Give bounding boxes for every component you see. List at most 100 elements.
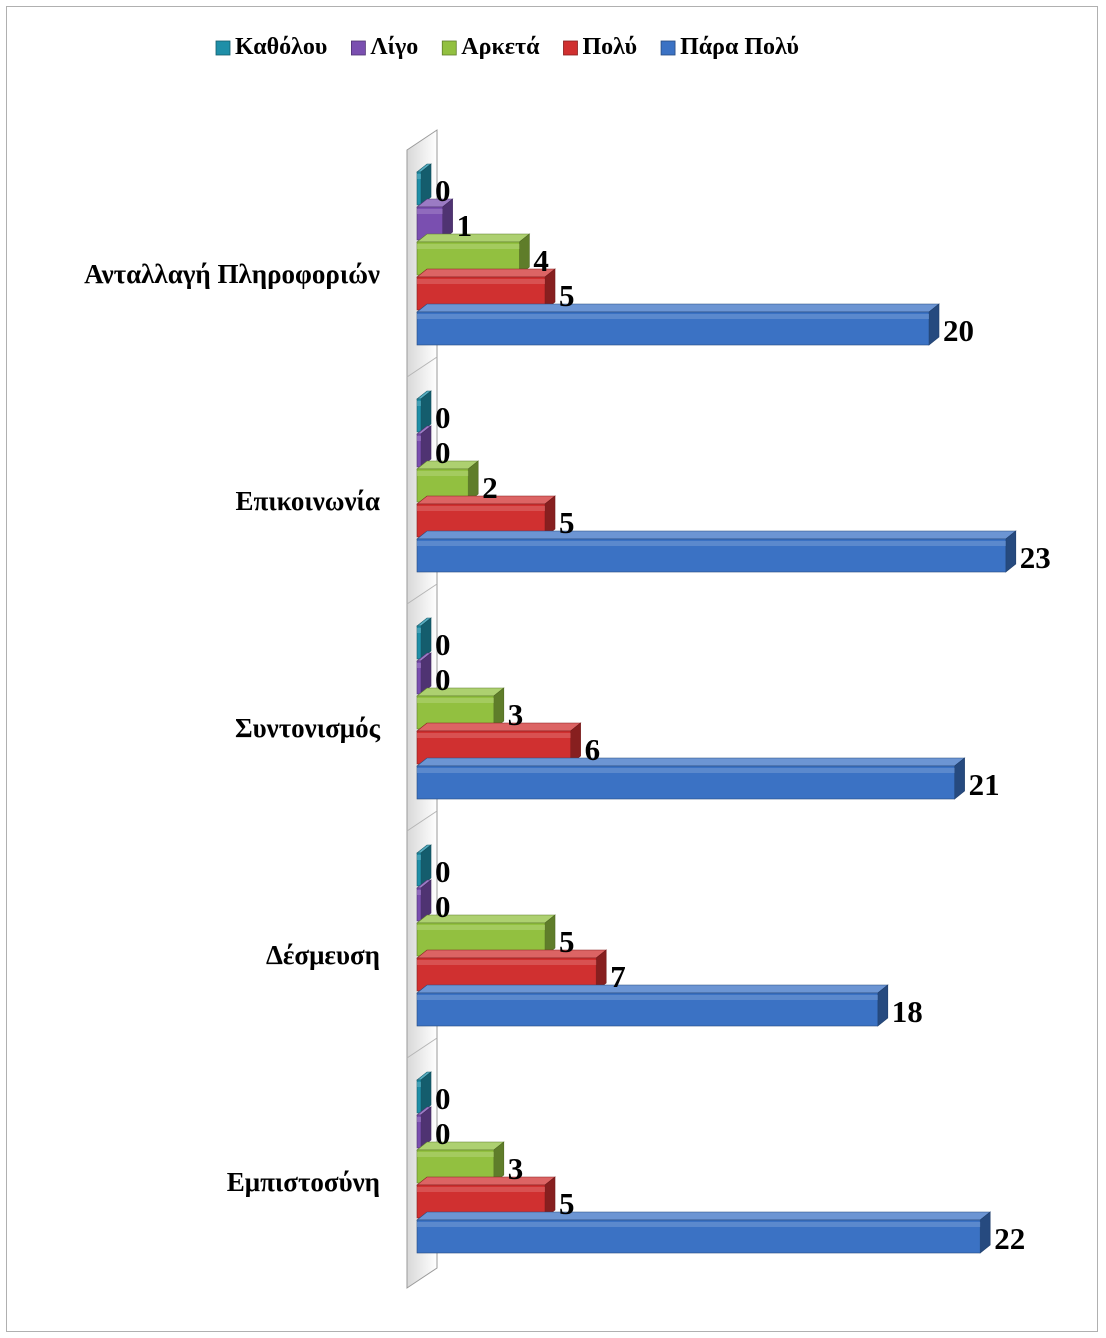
bar-highlight [417, 244, 520, 249]
bar-top-face [416, 303, 940, 313]
value-label: 5 [559, 278, 575, 313]
bar [416, 844, 432, 887]
bar [416, 163, 432, 206]
bar [416, 984, 889, 1027]
value-label: 5 [559, 1186, 575, 1221]
bar-highlight [417, 733, 571, 738]
bar-highlight [417, 768, 955, 773]
value-label: 3 [508, 1151, 524, 1186]
bar-front-face [416, 171, 422, 206]
legend: Καθόλου Λίγο Αρκετά Πολύ Πάρα Πολύ [215, 34, 799, 60]
chart-frame [6, 6, 1098, 1332]
value-label: 7 [610, 959, 626, 994]
bar-front-face [416, 1079, 422, 1114]
bar [416, 949, 608, 992]
bars-group [416, 163, 1017, 1254]
value-label: 0 [435, 1081, 451, 1116]
bar-highlight [417, 401, 421, 406]
wall-separator [406, 583, 438, 605]
bar [416, 425, 432, 468]
bar [416, 390, 432, 433]
bar [416, 617, 432, 660]
value-label: 20 [943, 313, 974, 348]
bar [416, 303, 940, 346]
value-label: 18 [892, 994, 923, 1029]
value-label: 0 [435, 435, 451, 470]
bar-highlight [417, 1187, 545, 1192]
bar-top-face [416, 1211, 992, 1221]
bar-highlight [417, 855, 421, 860]
bar-top-face [416, 530, 1017, 540]
legend-label: Λίγο [370, 34, 418, 60]
category-label: Δέσμευση [266, 940, 380, 970]
value-label: 21 [969, 767, 1000, 802]
bar-top-face [416, 722, 582, 732]
value-label: 0 [435, 400, 451, 435]
bar-highlight [417, 995, 878, 1000]
bar-highlight [417, 174, 421, 179]
bar-top-face [416, 949, 608, 959]
bar-front-face [416, 433, 422, 468]
value-label: 0 [435, 662, 451, 697]
value-label: 5 [559, 924, 575, 959]
bar-highlight [417, 506, 545, 511]
bar [416, 530, 1017, 573]
value-label: 0 [435, 854, 451, 889]
category-label: Επικοινωνία [235, 486, 380, 516]
bar-top-face [416, 233, 531, 243]
legend-label: Πάρα Πολύ [680, 34, 799, 60]
legend-swatch [441, 40, 457, 56]
legend-swatch [660, 40, 676, 56]
bar-top-face [416, 757, 966, 767]
value-label: 1 [457, 208, 473, 243]
wall-separator [406, 356, 438, 378]
bar-highlight [417, 471, 469, 476]
bar-highlight [417, 1117, 421, 1122]
value-label: 23 [1020, 540, 1051, 575]
bar-highlight [417, 960, 597, 965]
value-label: 6 [585, 732, 601, 767]
bar-highlight [417, 925, 545, 930]
value-label: 0 [435, 1116, 451, 1151]
category-label: Συντονισμός [235, 713, 381, 743]
value-label: 0 [435, 889, 451, 924]
legend-label: Πολύ [582, 34, 637, 60]
bar-highlight [417, 279, 545, 284]
bar-highlight [417, 436, 421, 441]
legend-label: Καθόλου [235, 34, 327, 60]
bar-front-face [416, 625, 422, 660]
legend-swatch [563, 40, 578, 56]
bar-highlight [417, 1152, 494, 1157]
category-label: Ανταλλαγή Πληροφοριών [84, 259, 380, 289]
bar [416, 1211, 992, 1254]
bar-front-face [416, 398, 422, 433]
bar-highlight [417, 314, 929, 319]
bar-top-face [416, 984, 889, 994]
legend-swatch [215, 40, 231, 56]
bar-highlight [417, 698, 494, 703]
bar [416, 652, 432, 695]
bar [416, 1071, 432, 1114]
bar-highlight [417, 1222, 981, 1227]
category-labels: Ανταλλαγή Πληροφοριών Επικοινωνία Συντονισ… [84, 259, 381, 1197]
value-label: 0 [435, 173, 451, 208]
bar-top-face [416, 1141, 505, 1151]
category-label: Εμπιστοσύνη [227, 1167, 380, 1197]
value-label: 4 [533, 243, 549, 278]
value-label: 2 [482, 470, 498, 505]
bar-front-face [416, 852, 422, 887]
value-label: 3 [508, 697, 524, 732]
bar-highlight [417, 541, 1006, 546]
bar-top-face [416, 687, 505, 697]
wall-separator [406, 810, 438, 832]
bar-front-face [416, 887, 422, 922]
legend-label: Αρκετά [461, 34, 540, 60]
bar-highlight [417, 628, 421, 633]
bar-front-face [416, 1114, 422, 1149]
wall-separator [406, 1037, 438, 1059]
bar-highlight [417, 663, 421, 668]
bar [416, 757, 966, 800]
value-label: 5 [559, 505, 575, 540]
